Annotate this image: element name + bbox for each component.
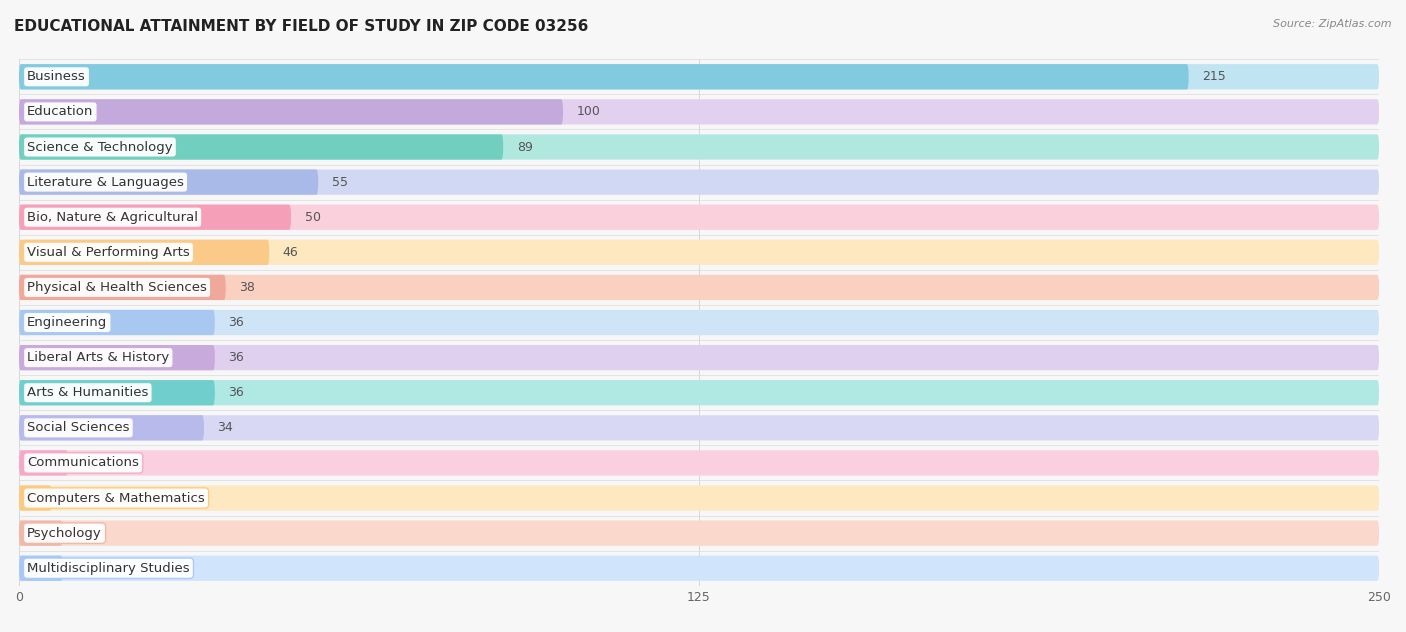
- FancyBboxPatch shape: [20, 135, 1379, 160]
- FancyBboxPatch shape: [20, 345, 1379, 370]
- Text: Literature & Languages: Literature & Languages: [27, 176, 184, 188]
- FancyBboxPatch shape: [20, 521, 1379, 546]
- Text: 36: 36: [228, 316, 245, 329]
- FancyBboxPatch shape: [20, 205, 1379, 230]
- FancyBboxPatch shape: [20, 240, 1379, 265]
- Text: Liberal Arts & History: Liberal Arts & History: [27, 351, 169, 364]
- FancyBboxPatch shape: [20, 99, 562, 125]
- FancyBboxPatch shape: [20, 521, 62, 546]
- FancyBboxPatch shape: [20, 380, 1379, 405]
- Text: Computers & Mathematics: Computers & Mathematics: [27, 492, 205, 504]
- Text: 55: 55: [332, 176, 347, 188]
- Text: Social Sciences: Social Sciences: [27, 422, 129, 434]
- Text: Visual & Performing Arts: Visual & Performing Arts: [27, 246, 190, 259]
- FancyBboxPatch shape: [20, 275, 226, 300]
- Text: Bio, Nature & Agricultural: Bio, Nature & Agricultural: [27, 210, 198, 224]
- FancyBboxPatch shape: [20, 205, 291, 230]
- Text: Source: ZipAtlas.com: Source: ZipAtlas.com: [1274, 19, 1392, 29]
- FancyBboxPatch shape: [20, 556, 62, 581]
- Text: 50: 50: [305, 210, 321, 224]
- Text: 6: 6: [65, 492, 73, 504]
- Text: Communications: Communications: [27, 456, 139, 470]
- Text: 38: 38: [239, 281, 256, 294]
- Text: Engineering: Engineering: [27, 316, 107, 329]
- Text: Education: Education: [27, 106, 94, 118]
- Text: 36: 36: [228, 386, 245, 399]
- FancyBboxPatch shape: [20, 169, 318, 195]
- Text: 100: 100: [576, 106, 600, 118]
- Text: 215: 215: [1202, 70, 1226, 83]
- FancyBboxPatch shape: [20, 99, 1379, 125]
- FancyBboxPatch shape: [20, 451, 1379, 475]
- FancyBboxPatch shape: [20, 240, 270, 265]
- Text: 0: 0: [76, 562, 84, 574]
- FancyBboxPatch shape: [20, 415, 1379, 441]
- Text: Multidisciplinary Studies: Multidisciplinary Studies: [27, 562, 190, 574]
- Text: Science & Technology: Science & Technology: [27, 140, 173, 154]
- FancyBboxPatch shape: [20, 485, 52, 511]
- Text: 46: 46: [283, 246, 298, 259]
- Text: 89: 89: [517, 140, 533, 154]
- FancyBboxPatch shape: [20, 64, 1188, 90]
- FancyBboxPatch shape: [20, 135, 503, 160]
- FancyBboxPatch shape: [20, 380, 215, 405]
- FancyBboxPatch shape: [20, 275, 1379, 300]
- FancyBboxPatch shape: [20, 310, 1379, 335]
- FancyBboxPatch shape: [20, 169, 1379, 195]
- Text: Physical & Health Sciences: Physical & Health Sciences: [27, 281, 207, 294]
- FancyBboxPatch shape: [20, 556, 1379, 581]
- FancyBboxPatch shape: [20, 485, 1379, 511]
- FancyBboxPatch shape: [20, 451, 67, 475]
- Text: 36: 36: [228, 351, 245, 364]
- Text: 0: 0: [76, 526, 84, 540]
- Text: Business: Business: [27, 70, 86, 83]
- FancyBboxPatch shape: [20, 415, 204, 441]
- FancyBboxPatch shape: [20, 345, 215, 370]
- FancyBboxPatch shape: [20, 310, 215, 335]
- Text: Psychology: Psychology: [27, 526, 101, 540]
- Text: 34: 34: [218, 422, 233, 434]
- Text: EDUCATIONAL ATTAINMENT BY FIELD OF STUDY IN ZIP CODE 03256: EDUCATIONAL ATTAINMENT BY FIELD OF STUDY…: [14, 19, 589, 34]
- FancyBboxPatch shape: [20, 64, 1379, 90]
- Text: 9: 9: [82, 456, 90, 470]
- Text: Arts & Humanities: Arts & Humanities: [27, 386, 149, 399]
